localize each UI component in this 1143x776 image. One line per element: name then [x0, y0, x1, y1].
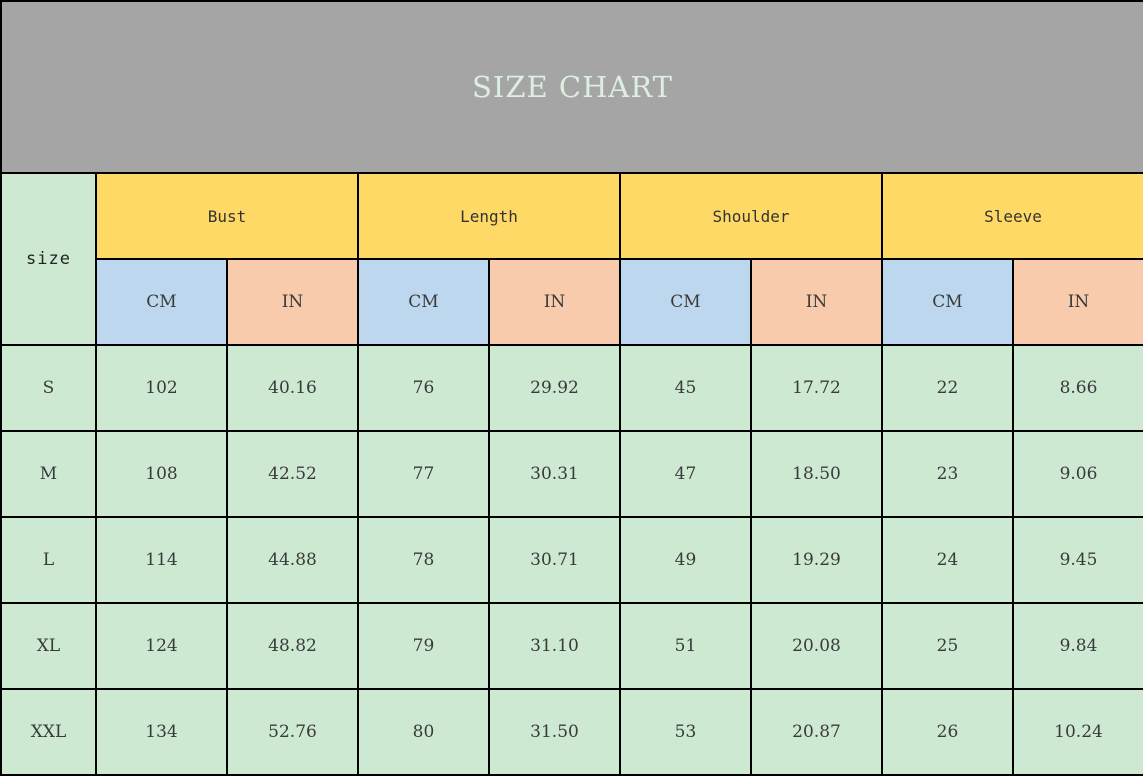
- bust-cm-cell: 114: [95, 516, 228, 604]
- shoulder-in-cell: 20.08: [750, 602, 883, 690]
- length-in-cell: 30.31: [488, 430, 621, 518]
- group-header-shoulder: Shoulder: [619, 172, 883, 260]
- size-cell: M: [0, 430, 97, 518]
- size-column-header: size: [0, 172, 97, 346]
- bust-in-cell: 52.76: [226, 688, 359, 776]
- sleeve-cm-cell: 22: [881, 344, 1014, 432]
- size-cell: XL: [0, 602, 97, 690]
- bust-in-cell: 48.82: [226, 602, 359, 690]
- length-in-cell: 31.50: [488, 688, 621, 776]
- shoulder-cm-cell: 53: [619, 688, 752, 776]
- sleeve-in-cell: 10.24: [1011, 688, 1143, 776]
- shoulder-cm-cell: 47: [619, 430, 752, 518]
- group-header-length: Length: [357, 172, 621, 260]
- length-cm-cell: 76: [357, 344, 490, 432]
- sleeve-cm-cell: 23: [881, 430, 1014, 518]
- sleeve-cm-cell: 24: [881, 516, 1014, 604]
- shoulder-in-cell: 18.50: [750, 430, 883, 518]
- bust-in-cell: 40.16: [226, 344, 359, 432]
- table-row: S 102 40.16 76 29.92 45 17.72 22 8.66: [0, 344, 1143, 432]
- unit-header-in: IN: [1011, 258, 1143, 346]
- unit-header-in: IN: [488, 258, 621, 346]
- sleeve-in-cell: 8.66: [1011, 344, 1143, 432]
- group-header-sleeve: Sleeve: [880, 172, 1143, 260]
- bust-in-cell: 42.52: [226, 430, 359, 518]
- shoulder-in-cell: 20.87: [750, 688, 883, 776]
- shoulder-in-cell: 19.29: [750, 516, 883, 604]
- sleeve-in-cell: 9.84: [1011, 602, 1143, 690]
- sleeve-cm-cell: 25: [881, 602, 1014, 690]
- table-row: M 108 42.52 77 30.31 47 18.50 23 9.06: [0, 430, 1143, 518]
- shoulder-cm-cell: 49: [619, 516, 752, 604]
- bust-cm-cell: 134: [95, 688, 228, 776]
- length-in-cell: 31.10: [488, 602, 621, 690]
- size-cell: S: [0, 344, 97, 432]
- unit-header-cm: CM: [619, 258, 752, 346]
- bust-cm-cell: 102: [95, 344, 228, 432]
- table-row: XL 124 48.82 79 31.10 51 20.08 25 9.84: [0, 602, 1143, 690]
- unit-header-cm: CM: [95, 258, 228, 346]
- shoulder-in-cell: 17.72: [750, 344, 883, 432]
- size-cell: XXL: [0, 688, 97, 776]
- length-cm-cell: 79: [357, 602, 490, 690]
- length-cm-cell: 78: [357, 516, 490, 604]
- bust-cm-cell: 108: [95, 430, 228, 518]
- unit-header-in: IN: [226, 258, 359, 346]
- length-in-cell: 29.92: [488, 344, 621, 432]
- page-title: SIZE CHART: [0, 0, 1143, 174]
- length-cm-cell: 80: [357, 688, 490, 776]
- length-cm-cell: 77: [357, 430, 490, 518]
- table-row: L 114 44.88 78 30.71 49 19.29 24 9.45: [0, 516, 1143, 604]
- table-row: XXL 134 52.76 80 31.50 53 20.87 26 10.24: [0, 688, 1143, 776]
- size-cell: L: [0, 516, 97, 604]
- unit-header-cm: CM: [881, 258, 1014, 346]
- bust-in-cell: 44.88: [226, 516, 359, 604]
- sleeve-in-cell: 9.45: [1011, 516, 1143, 604]
- sleeve-in-cell: 9.06: [1011, 430, 1143, 518]
- sleeve-cm-cell: 26: [881, 688, 1014, 776]
- unit-header-cm: CM: [357, 258, 490, 346]
- bust-cm-cell: 124: [95, 602, 228, 690]
- group-header-bust: Bust: [95, 172, 359, 260]
- shoulder-cm-cell: 45: [619, 344, 752, 432]
- unit-header-in: IN: [750, 258, 883, 346]
- shoulder-cm-cell: 51: [619, 602, 752, 690]
- length-in-cell: 30.71: [488, 516, 621, 604]
